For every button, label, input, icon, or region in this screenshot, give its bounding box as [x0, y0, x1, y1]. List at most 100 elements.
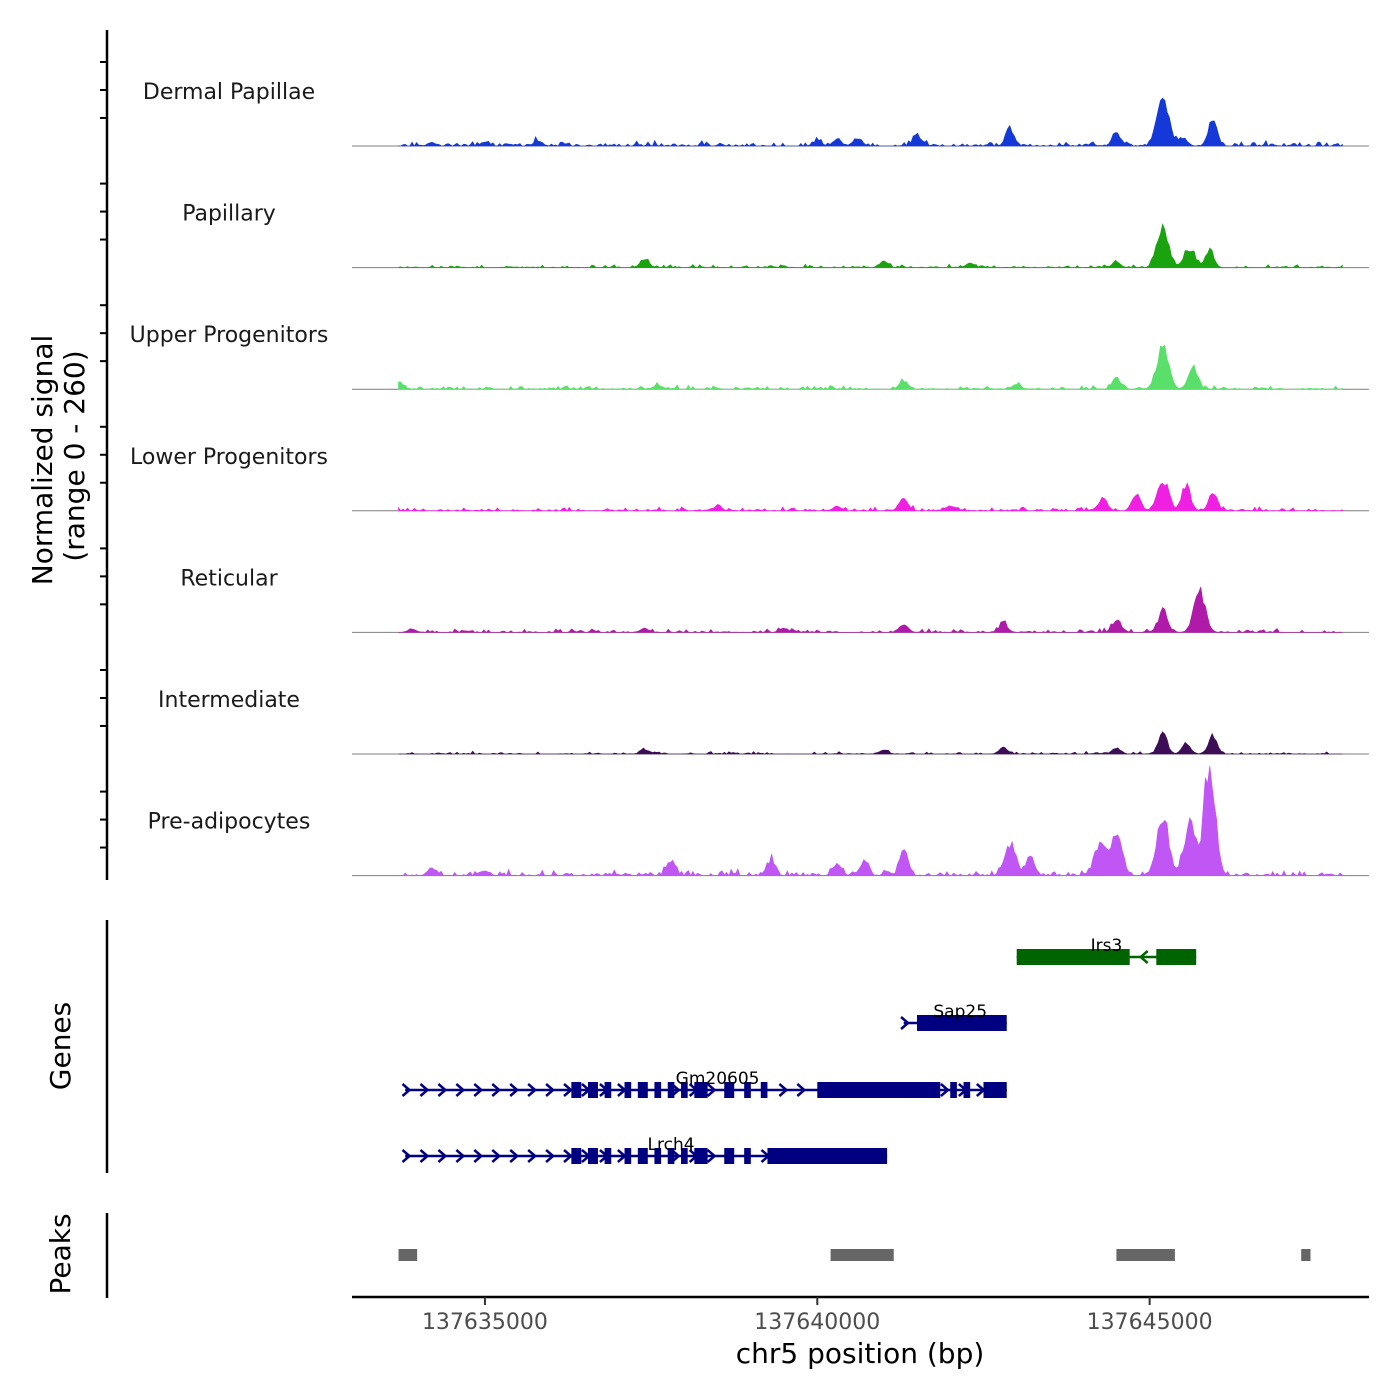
gene-exon — [681, 1148, 688, 1164]
strand-arrow — [401, 1083, 412, 1097]
strand-arrow — [563, 1083, 573, 1097]
peak-region — [398, 1249, 418, 1261]
gene-exon — [587, 1148, 598, 1164]
coverage-area — [398, 731, 1343, 755]
gene-exon — [744, 1148, 751, 1164]
peak-region — [1116, 1249, 1175, 1261]
coverage-area — [398, 586, 1343, 634]
coverage-area — [398, 223, 1343, 268]
coverage-track: Lower Progenitors — [130, 445, 1369, 512]
x-axis-ticks: 137635000 137640000 137645000 — [422, 1297, 1213, 1335]
gene-label: Gm20605 — [676, 1069, 760, 1089]
strand-arrow — [473, 1083, 484, 1097]
strand-arrow — [419, 1083, 430, 1097]
coverage-area — [398, 97, 1343, 147]
genes-layer: Irs3 Sap25 Gm20605 Lrch4 — [401, 936, 1197, 1164]
peaks-layer — [398, 1249, 1311, 1261]
track-label: Lower Progenitors — [130, 445, 328, 470]
coverage-track: Pre-adipocytes — [148, 765, 1369, 877]
gene-exon — [817, 1082, 941, 1098]
gene-exon — [637, 1082, 648, 1098]
gene-exon — [760, 1082, 768, 1098]
strand-arrow — [545, 1149, 556, 1163]
strand-arrow — [509, 1083, 520, 1097]
genes-panel-label: Genes — [44, 1002, 77, 1090]
gene-exon — [917, 1015, 1007, 1031]
coverage-track: Upper Progenitors — [130, 323, 1369, 390]
coverage-tracks: Dermal Papillae Papillary Upper Progenitor… — [130, 80, 1369, 877]
strand-arrow — [401, 1149, 412, 1163]
strand-arrow — [940, 1083, 950, 1097]
gene-exon — [604, 1082, 612, 1098]
coverage-area — [398, 344, 1343, 390]
gene-model: Lrch4 — [401, 1135, 888, 1164]
strand-arrow — [563, 1149, 573, 1163]
gene-exon — [767, 1148, 888, 1164]
gene-exon — [950, 1082, 957, 1098]
gene-exon — [604, 1148, 612, 1164]
gene-exon — [667, 1148, 675, 1164]
strand-arrow — [419, 1149, 430, 1163]
gene-label: Lrch4 — [648, 1135, 695, 1155]
x-axis-title: chr5 position (bp) — [736, 1337, 985, 1370]
strand-arrow — [491, 1083, 502, 1097]
strand-arrow — [778, 1083, 789, 1097]
track-label: Pre-adipocytes — [148, 810, 311, 835]
track-label: Dermal Papillae — [143, 80, 315, 105]
coverage-area — [398, 765, 1343, 877]
gene-label: Sap25 — [933, 1002, 987, 1022]
strand-arrow — [1138, 950, 1149, 964]
strand-arrow — [437, 1149, 448, 1163]
coverage-track: Papillary — [182, 202, 1369, 269]
strand-arrow — [900, 1016, 910, 1030]
strand-arrow — [455, 1083, 466, 1097]
gene-exon — [571, 1082, 582, 1098]
strand-arrow — [706, 1149, 717, 1163]
coverage-track: Dermal Papillae — [143, 80, 1369, 147]
gene-exon — [1016, 949, 1130, 965]
strand-arrow — [455, 1149, 466, 1163]
gene-exon — [724, 1148, 735, 1164]
gene-exon — [983, 1082, 1007, 1098]
gene-exon — [654, 1082, 662, 1098]
gene-exon — [587, 1082, 598, 1098]
gene-exon — [694, 1082, 708, 1098]
y-axis-title-line2: (range 0 - 260) — [58, 350, 91, 561]
y-axis-title-line1: Normalized signal — [26, 335, 59, 586]
coverage-track: Intermediate — [158, 688, 1369, 755]
gene-exon — [571, 1148, 582, 1164]
track-label: Reticular — [180, 566, 278, 591]
strand-arrow — [527, 1083, 538, 1097]
track-label: Upper Progenitors — [130, 323, 329, 348]
gene-exon — [667, 1082, 675, 1098]
strand-arrow — [545, 1083, 556, 1097]
strand-arrow — [437, 1083, 448, 1097]
strand-arrow — [509, 1149, 520, 1163]
gene-exon — [637, 1148, 648, 1164]
gene-exon — [681, 1082, 688, 1098]
track-label: Intermediate — [158, 688, 300, 713]
coverage-area — [398, 482, 1343, 512]
strand-arrow — [473, 1149, 484, 1163]
strand-arrow — [491, 1149, 502, 1163]
strand-arrow — [527, 1149, 538, 1163]
gene-exon — [744, 1082, 751, 1098]
gene-exon — [624, 1082, 632, 1098]
x-tick-label: 137635000 — [422, 1310, 548, 1335]
track-label: Papillary — [182, 202, 276, 227]
gene-exon — [1156, 949, 1197, 965]
coverage-y-ticks — [100, 61, 107, 849]
strand-arrow — [796, 1083, 807, 1097]
gene-exon — [694, 1148, 708, 1164]
peak-region — [1301, 1249, 1311, 1261]
gene-exon — [724, 1082, 735, 1098]
strand-arrow — [706, 1083, 717, 1097]
gene-model: Irs3 — [1016, 936, 1197, 965]
gene-model: Sap25 — [900, 1002, 1007, 1031]
gene-exon — [654, 1148, 662, 1164]
gene-model: Gm20605 — [401, 1069, 1007, 1098]
peaks-panel-label: Peaks — [44, 1213, 77, 1294]
gene-exon — [963, 1082, 971, 1098]
gene-exon — [624, 1148, 632, 1164]
